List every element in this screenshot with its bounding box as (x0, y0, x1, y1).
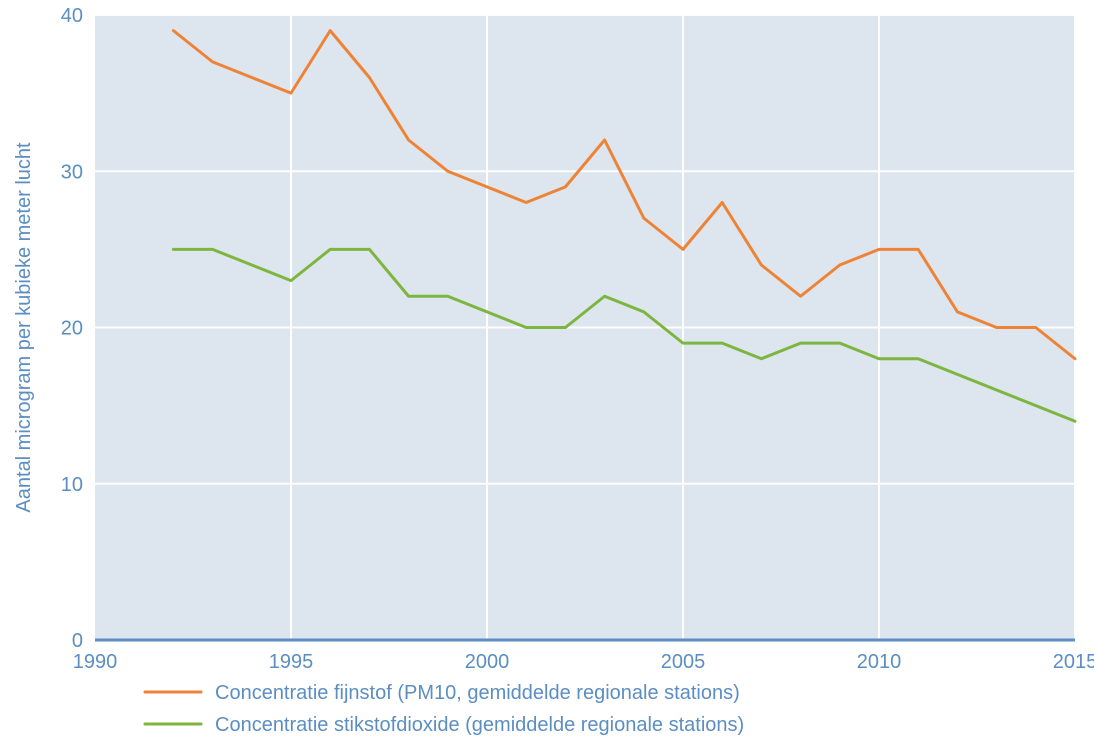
x-tick-label: 1990 (73, 651, 118, 673)
x-tick-label: 2010 (857, 651, 902, 673)
line-chart: 1990 1995 2000 2005 2010 2015 0 10 20 30 40 Aantal … (0, 0, 1094, 754)
y-tick-label: 0 (72, 630, 83, 652)
x-tick-label: 2000 (465, 651, 510, 673)
x-tick-label: 2005 (661, 651, 706, 673)
legend-label: Concentratie stikstofdioxide (gemiddelde… (215, 714, 744, 736)
y-tick-label: 10 (61, 474, 83, 496)
chart-svg: 1990 1995 2000 2005 2010 2015 0 10 20 30 40 Aantal … (0, 0, 1094, 754)
x-tick-label: 1995 (269, 651, 314, 673)
y-axis-label: Aantal microgram per kubieke meter lucht (13, 142, 35, 513)
y-tick-label: 30 (61, 161, 83, 183)
x-tick-label: 2015 (1053, 651, 1094, 673)
legend-label: Concentratie fijnstof (PM10, gemiddelde … (215, 682, 740, 704)
y-tick-label: 20 (61, 318, 83, 340)
y-tick-label: 40 (61, 5, 83, 27)
